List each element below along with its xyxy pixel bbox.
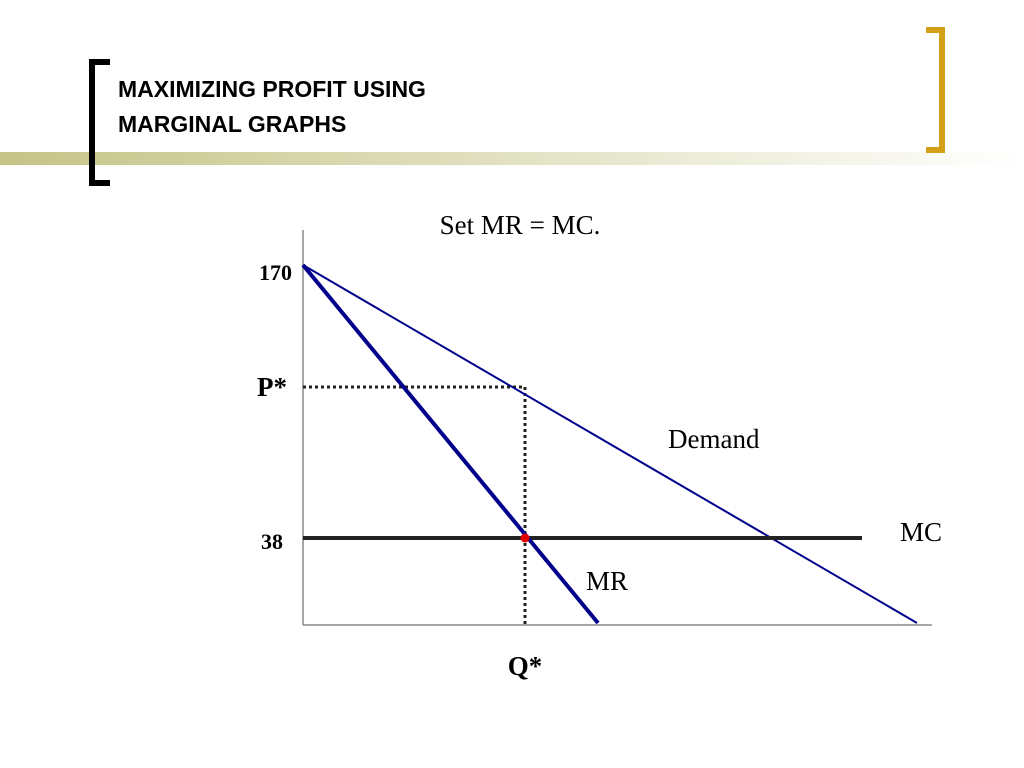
curve-label: MR xyxy=(586,566,628,596)
mr-curve xyxy=(301,263,600,625)
caption: Set MR = MC. xyxy=(440,210,601,240)
y-label: 38 xyxy=(261,529,283,554)
x-label: Q* xyxy=(508,651,543,681)
header-band xyxy=(0,152,1024,165)
y-label: 170 xyxy=(259,260,292,285)
demand-curve xyxy=(302,264,918,624)
right-bracket xyxy=(926,27,945,153)
curve-label: MC xyxy=(900,517,942,547)
y-label: P* xyxy=(257,372,287,402)
left-bracket xyxy=(89,59,110,186)
equilibrium-point xyxy=(520,533,530,543)
title-line: MAXIMIZING PROFIT USING xyxy=(118,76,426,102)
title-line: MARGINAL GRAPHS xyxy=(118,111,346,137)
curve-label: Demand xyxy=(668,424,760,454)
